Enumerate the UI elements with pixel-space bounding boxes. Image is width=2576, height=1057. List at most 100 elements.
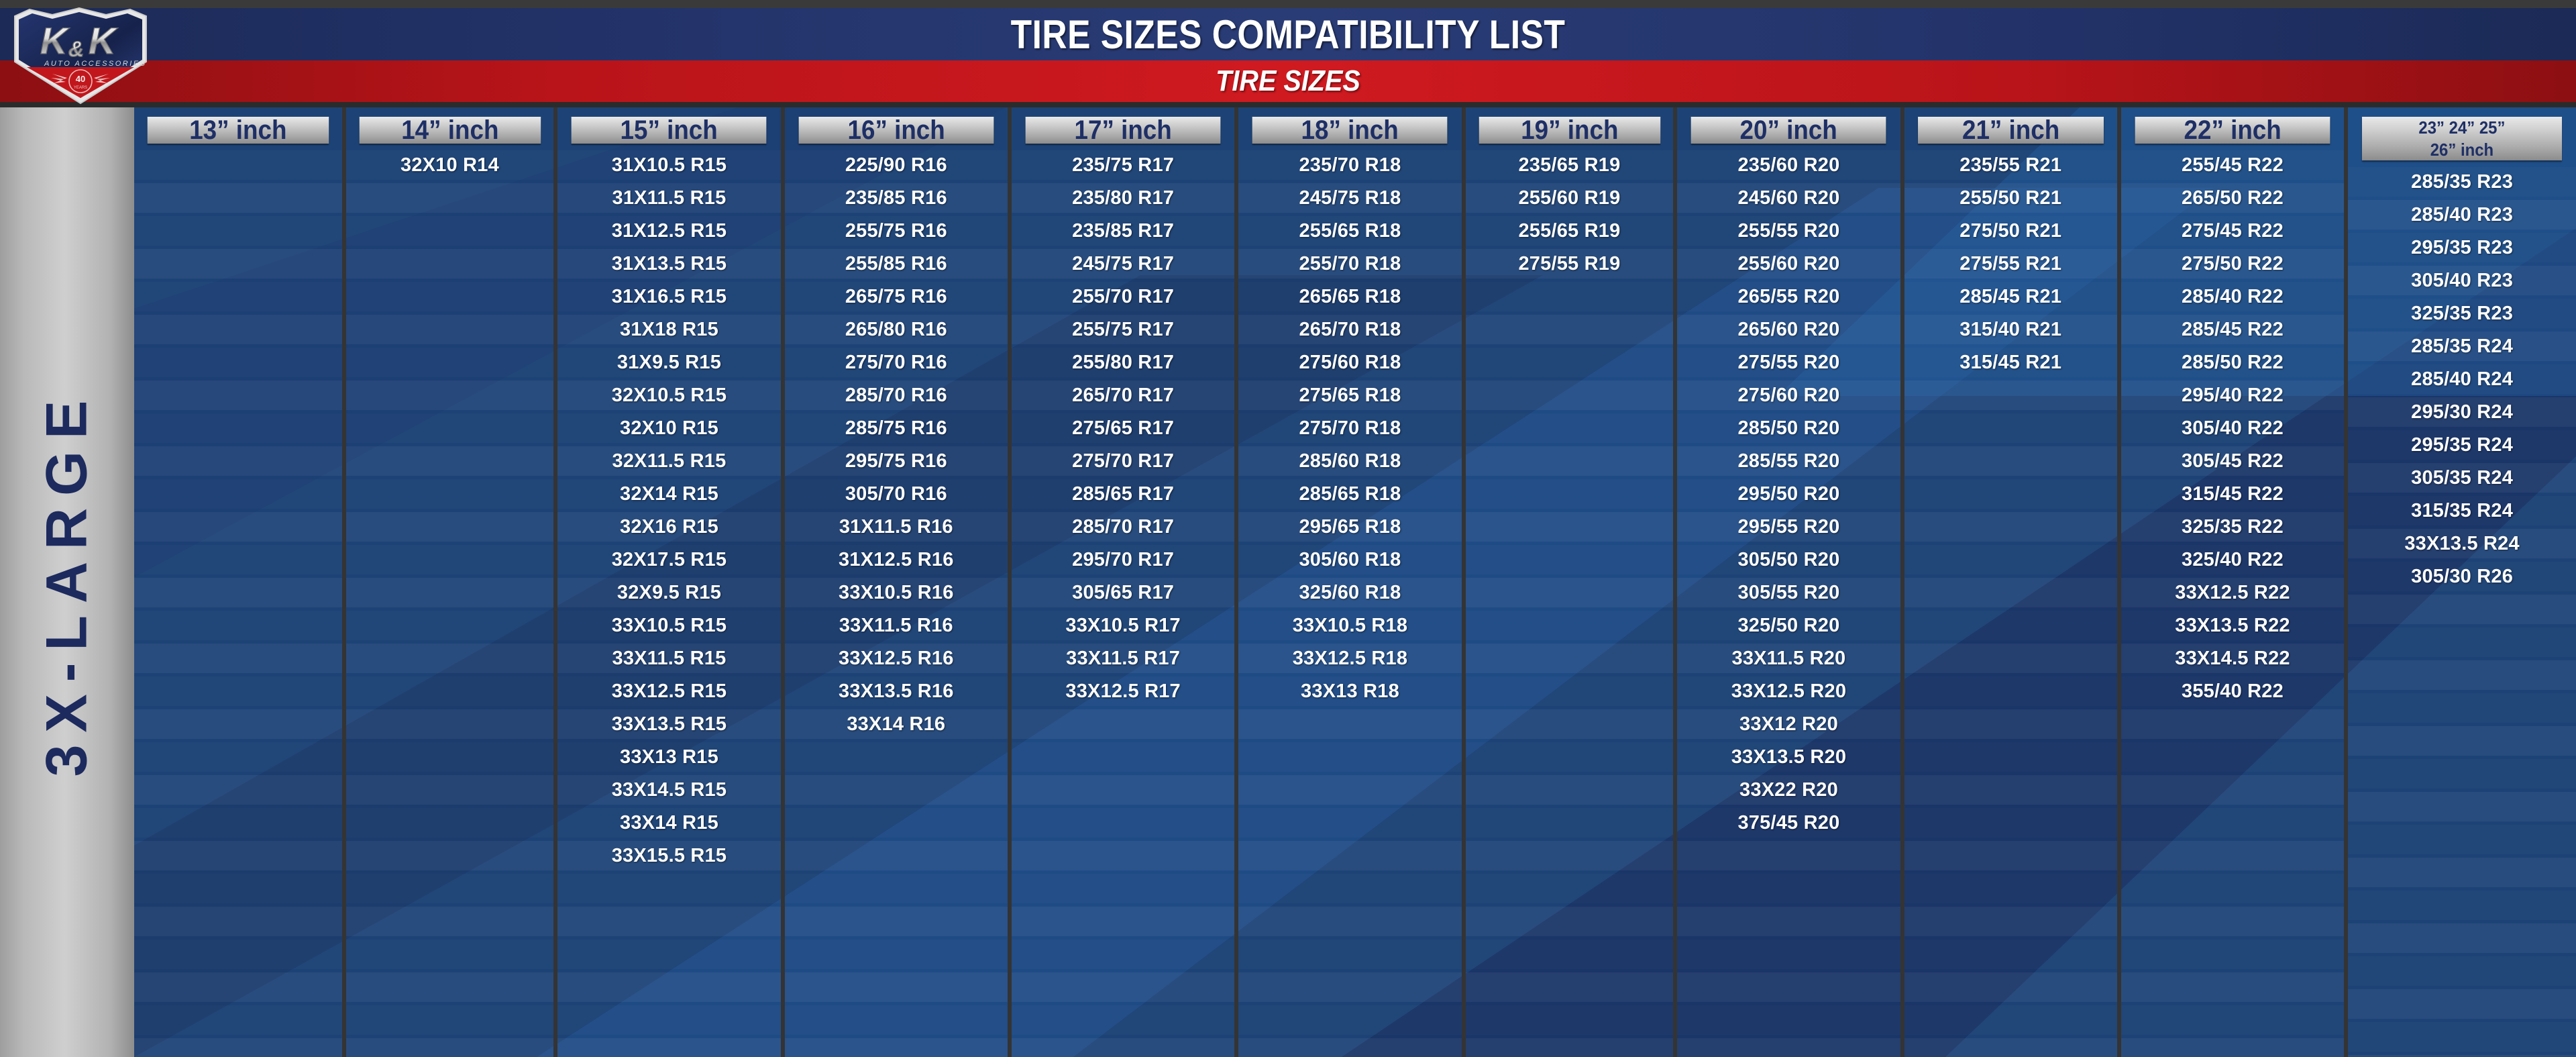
tire-size-cell: 315/45 R21	[1960, 351, 2062, 373]
tire-size-cell: 32X10 R15	[620, 417, 718, 439]
empty-cell	[345, 578, 554, 607]
empty-cell	[346, 676, 554, 706]
table-column-10: 22” inch 255/45 R22 265/50 R22 275/45 R22 27…	[2121, 107, 2349, 1057]
table-columns: 13” inch 14” inch 32X10 R14 15” inch 31X10.5…	[134, 107, 2576, 1057]
tire-size-cell: 255/70 R18	[1238, 249, 1462, 279]
tire-size-cell: 255/60 R19	[1465, 183, 1674, 213]
empty-cell	[134, 907, 342, 936]
table-column-5: 17” inch 235/75 R17 235/80 R17 235/85 R17 24…	[1011, 107, 1239, 1057]
empty-cell	[784, 775, 1008, 805]
empty-cell	[1677, 972, 1900, 1002]
tire-size-cell: 33X11.5 R15	[557, 644, 781, 673]
empty-cell	[2121, 940, 2344, 969]
column-cells: 255/45 R22 265/50 R22 275/45 R22 275/50 R22…	[2121, 150, 2345, 1057]
column-header: 22” inch	[2135, 117, 2330, 144]
tire-size-cell: 305/35 R24	[2348, 463, 2576, 493]
empty-cell	[785, 940, 1008, 969]
empty-cell	[1466, 611, 1674, 640]
tire-size-table: 13” inch 14” inch 32X10 R14 15” inch 31X10.5…	[134, 107, 2576, 1057]
empty-cell	[346, 282, 554, 311]
tire-size-cell: 275/60 R18	[1299, 351, 1401, 373]
empty-cell	[1465, 381, 1674, 410]
tire-size-cell: 255/55 R20	[1737, 219, 1840, 242]
tire-size-cell: 275/70 R16	[845, 351, 947, 373]
tire-size-cell: 285/40 R24	[2411, 368, 2514, 390]
column-header: 23” 24” 25” 26” inch	[2362, 117, 2563, 160]
empty-cell	[345, 315, 554, 344]
tire-size-cell: 305/65 R17	[1011, 578, 1235, 607]
empty-cell	[1904, 676, 2117, 706]
empty-cell	[1238, 742, 1461, 772]
empty-cell	[345, 1038, 554, 1057]
tire-size-cell: 33X13.5 R16	[839, 680, 954, 702]
empty-cell	[1012, 808, 1234, 838]
empty-cell	[557, 907, 781, 936]
empty-cell	[1011, 1038, 1235, 1057]
tire-size-cell: 325/50 R20	[1737, 614, 1840, 636]
empty-cell	[2121, 1038, 2345, 1057]
empty-cell	[1465, 512, 1674, 542]
empty-cell	[1677, 907, 1900, 936]
empty-cell	[1466, 545, 1674, 574]
empty-cell	[1904, 1005, 2117, 1035]
tire-size-cell: 315/45 R22	[2182, 483, 2284, 505]
empty-cell	[346, 545, 554, 574]
tire-size-cell: 265/70 R18	[1238, 315, 1462, 344]
tire-size-cell: 255/70 R17	[1072, 285, 1175, 307]
empty-cell	[2121, 709, 2345, 739]
empty-cell	[346, 413, 554, 443]
empty-cell	[2348, 693, 2576, 723]
empty-cell	[345, 972, 554, 1002]
column-cells: 32X10 R14	[345, 150, 554, 1057]
tire-size-cell: 32X16 R15	[557, 512, 781, 542]
tire-size-cell: 31X12.5 R16	[839, 548, 954, 570]
tire-size-cell: 235/55 R21	[1960, 154, 2062, 176]
tire-size-cell: 285/45 R21	[1960, 285, 2062, 307]
tire-size-cell: 33X14.5 R15	[557, 775, 781, 805]
empty-cell	[1012, 940, 1234, 969]
empty-cell	[1904, 874, 2117, 903]
tire-size-cell: 265/55 R20	[1737, 285, 1840, 307]
empty-cell	[1465, 972, 1674, 1002]
tire-size-cell: 235/60 R20	[1737, 154, 1840, 176]
tire-size-cell: 375/45 R20	[1737, 811, 1840, 834]
tire-size-cell: 295/70 R17	[1072, 548, 1175, 570]
tire-size-cell: 275/45 R22	[2182, 219, 2284, 242]
tire-size-cell: 33X13.5 R24	[2348, 529, 2576, 558]
empty-cell	[1011, 709, 1235, 739]
tire-size-cell: 33X11.5 R17	[1011, 644, 1235, 673]
page-title: TIRE SIZES COMPATIBILITY LIST	[1010, 12, 1566, 57]
empty-cell	[134, 315, 342, 344]
svg-text:&: &	[68, 37, 84, 61]
empty-cell	[1466, 676, 1674, 706]
tire-size-cell: 285/35 R23	[2411, 170, 2514, 193]
tire-size-cell: 315/35 R24	[2411, 499, 2514, 521]
tire-size-cell: 235/85 R16	[784, 183, 1008, 213]
empty-cell	[134, 775, 342, 805]
tire-size-cell: 32X17.5 R15	[611, 548, 727, 570]
empty-cell	[557, 874, 780, 903]
empty-cell	[1238, 940, 1461, 969]
empty-cell	[1904, 709, 2117, 739]
tire-size-cell: 31X9.5 R15	[616, 351, 722, 373]
table-column-4: 16” inch 225/90 R16 235/85 R16 255/75 R16 25…	[784, 107, 1012, 1057]
table-column-3: 15” inch 31X10.5 R15 31X11.5 R15 31X12.5 R1…	[557, 107, 785, 1057]
tire-size-cell: 33X13.5 R20	[1731, 746, 1847, 768]
empty-cell	[1238, 1038, 1462, 1057]
column-cells: 235/75 R17 235/80 R17 235/85 R17 245/75 R17…	[1011, 150, 1235, 1057]
tire-size-cell: 305/55 R20	[1677, 578, 1900, 607]
empty-cell	[346, 216, 554, 246]
empty-cell	[1466, 413, 1674, 443]
empty-cell	[134, 216, 342, 246]
empty-cell	[2348, 989, 2576, 1019]
empty-cell	[1238, 709, 1462, 739]
empty-cell	[1677, 940, 1900, 969]
banner-red-band	[0, 60, 2576, 102]
tire-size-cell: 275/50 R21	[1960, 219, 2062, 242]
table-column-2: 14” inch 32X10 R14	[345, 107, 558, 1057]
empty-cell	[2348, 825, 2576, 854]
tire-size-cell: 31X12.5 R15	[611, 219, 727, 242]
tire-size-cell: 33X14 R16	[784, 709, 1008, 739]
empty-cell	[2348, 1022, 2576, 1052]
empty-cell	[2121, 808, 2344, 838]
